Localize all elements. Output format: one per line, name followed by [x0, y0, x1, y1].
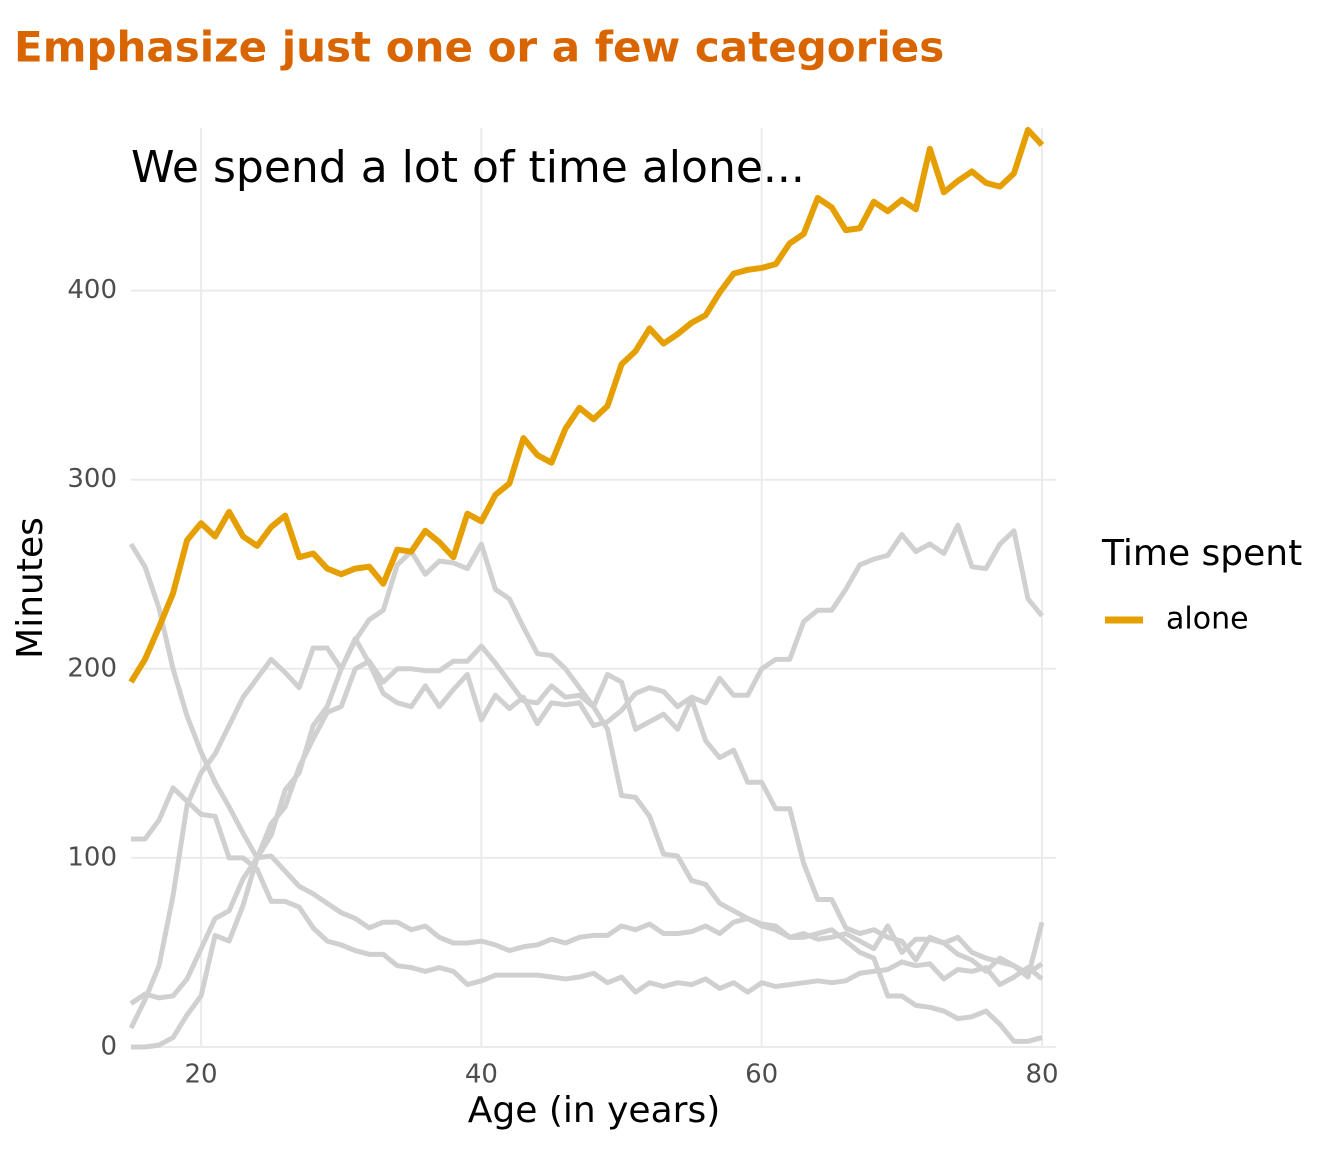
context-line	[128, 542, 1044, 976]
x-tick-label: 20	[185, 1060, 218, 1090]
legend-label: alone	[1166, 602, 1249, 637]
lines	[128, 126, 1045, 1050]
context-line	[131, 643, 1045, 1050]
highlight-line	[128, 126, 1045, 684]
context-line	[131, 785, 1044, 995]
x-axis-label: Age (in years)	[468, 1090, 721, 1131]
x-tick-label: 80	[1025, 1060, 1058, 1090]
y-tick-label: 100	[67, 842, 117, 872]
annotation: We spend a lot of time alone...	[131, 142, 805, 193]
y-axis-label: Minutes	[10, 517, 51, 659]
context-line	[129, 522, 1044, 1006]
y-tick-label: 200	[67, 653, 117, 683]
y-tick-label: 300	[67, 464, 117, 494]
y-tick-label: 0	[100, 1032, 117, 1062]
x-tick-label: 60	[745, 1060, 778, 1090]
chart-title: Emphasize just one or a few categories	[14, 23, 944, 72]
legend: alone	[1105, 602, 1249, 637]
x-tick-label: 40	[465, 1060, 498, 1090]
grid: 0 100 200 300 400 20 40 60 80	[67, 128, 1059, 1090]
y-tick-label: 400	[67, 275, 117, 305]
legend-title: Time spent	[1101, 533, 1302, 574]
context-line	[128, 541, 1043, 1044]
